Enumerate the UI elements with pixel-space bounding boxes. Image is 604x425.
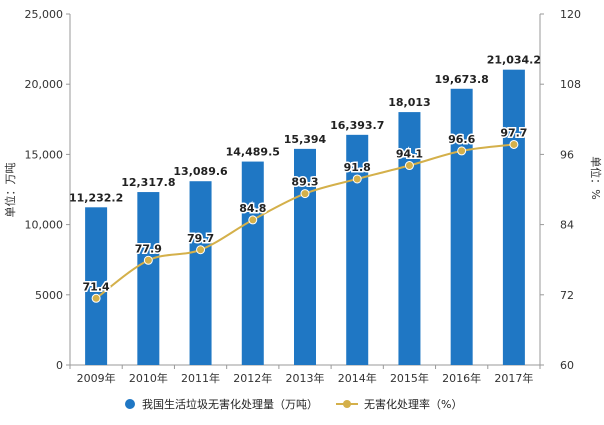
bar bbox=[294, 148, 316, 365]
left-axis-title: 单位：万吨 bbox=[3, 163, 17, 218]
bar-value-label: 16,393.7 bbox=[330, 119, 384, 132]
labels-layer: 11,232.2 12,317.813,089.6 14,489.5 15,39416… bbox=[69, 54, 541, 295]
left-tick-label: 15,000 bbox=[25, 148, 64, 161]
bar bbox=[241, 161, 264, 365]
x-tick-label: 2011年 bbox=[181, 371, 220, 385]
line-value-label: 96.6 bbox=[448, 133, 475, 146]
line-point bbox=[248, 215, 258, 225]
x-tick-label: 2013年 bbox=[286, 371, 325, 385]
bar bbox=[450, 88, 473, 365]
line-point bbox=[300, 189, 310, 199]
line-point bbox=[509, 139, 519, 149]
bar-value-label: 14,489.5 bbox=[226, 146, 280, 159]
line-value-label: 89.3 bbox=[291, 176, 318, 189]
line-value-label: 91.8 bbox=[344, 161, 371, 174]
line-value-label: 97.7 bbox=[500, 126, 527, 139]
bar-value-label: 19,673.8 bbox=[435, 73, 489, 86]
right-tick-label: 60 bbox=[560, 359, 574, 372]
x-tick-label: 2014年 bbox=[338, 371, 377, 385]
line-value-label: 79.7 bbox=[187, 232, 214, 245]
bar-value-label: 12,317.8 bbox=[121, 176, 175, 189]
x-tick-label: 2017年 bbox=[494, 371, 533, 385]
bar bbox=[502, 69, 525, 365]
right-tick-label: 84 bbox=[560, 219, 574, 232]
left-tick-label: 20,000 bbox=[25, 78, 64, 91]
x-tick-label: 2010年 bbox=[129, 371, 168, 385]
bar-value-label: 13,089.6 bbox=[173, 165, 228, 178]
bar-value-label: 21,034.2 bbox=[487, 54, 541, 67]
bar-value-label: 11,232.2 bbox=[69, 191, 123, 204]
line-point bbox=[404, 161, 414, 171]
bar bbox=[85, 207, 108, 365]
line-point bbox=[457, 146, 467, 156]
right-tick-label: 108 bbox=[560, 78, 581, 91]
line-value-label: 77.9 bbox=[135, 242, 162, 255]
bar bbox=[346, 134, 369, 365]
bar bbox=[137, 192, 160, 365]
axes-layer: 0 5000 10,000 15,000 20,000 25,000 60 72 84 96 108… bbox=[3, 8, 603, 385]
x-tick-label: 2015年 bbox=[390, 371, 429, 385]
bar bbox=[398, 112, 421, 366]
legend-line-label: 无害化处理率（%） bbox=[364, 397, 462, 411]
bars-layer bbox=[85, 69, 525, 366]
legend-bar-marker bbox=[125, 399, 135, 409]
right-tick-label: 120 bbox=[560, 8, 581, 21]
left-tick-label: 10,000 bbox=[25, 219, 64, 232]
line-point bbox=[352, 174, 362, 184]
left-tick-label: 5000 bbox=[35, 289, 63, 302]
legend-bar-label: 我国生活垃圾无害化处理量（万吨） bbox=[142, 397, 318, 411]
left-tick-label: 0 bbox=[56, 359, 63, 372]
line-point bbox=[91, 293, 101, 303]
right-tick-label: 96 bbox=[560, 148, 574, 161]
bar-value-label: 18,013 bbox=[388, 96, 430, 109]
line-point bbox=[143, 255, 153, 265]
bar-value-label: 15,394 bbox=[284, 133, 327, 146]
line-point bbox=[196, 245, 206, 255]
x-tick-label: 2012年 bbox=[233, 371, 272, 385]
line-value-label: 94.1 bbox=[396, 148, 423, 161]
line-value-label: 84.8 bbox=[239, 202, 266, 215]
bar bbox=[189, 181, 212, 365]
line-value-label: 71.4 bbox=[83, 280, 110, 293]
right-tick-label: 72 bbox=[560, 289, 574, 302]
legend-layer: 我国生活垃圾无害化处理量（万吨） 无害化处理率（%） bbox=[125, 397, 462, 411]
line-layer bbox=[91, 139, 519, 303]
left-tick-label: 25,000 bbox=[25, 8, 64, 21]
right-axis-title: 单位：% bbox=[589, 156, 603, 199]
x-tick-label: 2009年 bbox=[77, 371, 116, 385]
x-tick-label: 2016年 bbox=[442, 371, 481, 385]
legend-line-marker bbox=[343, 400, 351, 408]
